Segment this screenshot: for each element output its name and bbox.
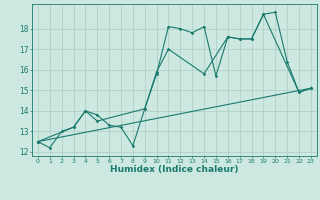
X-axis label: Humidex (Indice chaleur): Humidex (Indice chaleur) bbox=[110, 165, 239, 174]
